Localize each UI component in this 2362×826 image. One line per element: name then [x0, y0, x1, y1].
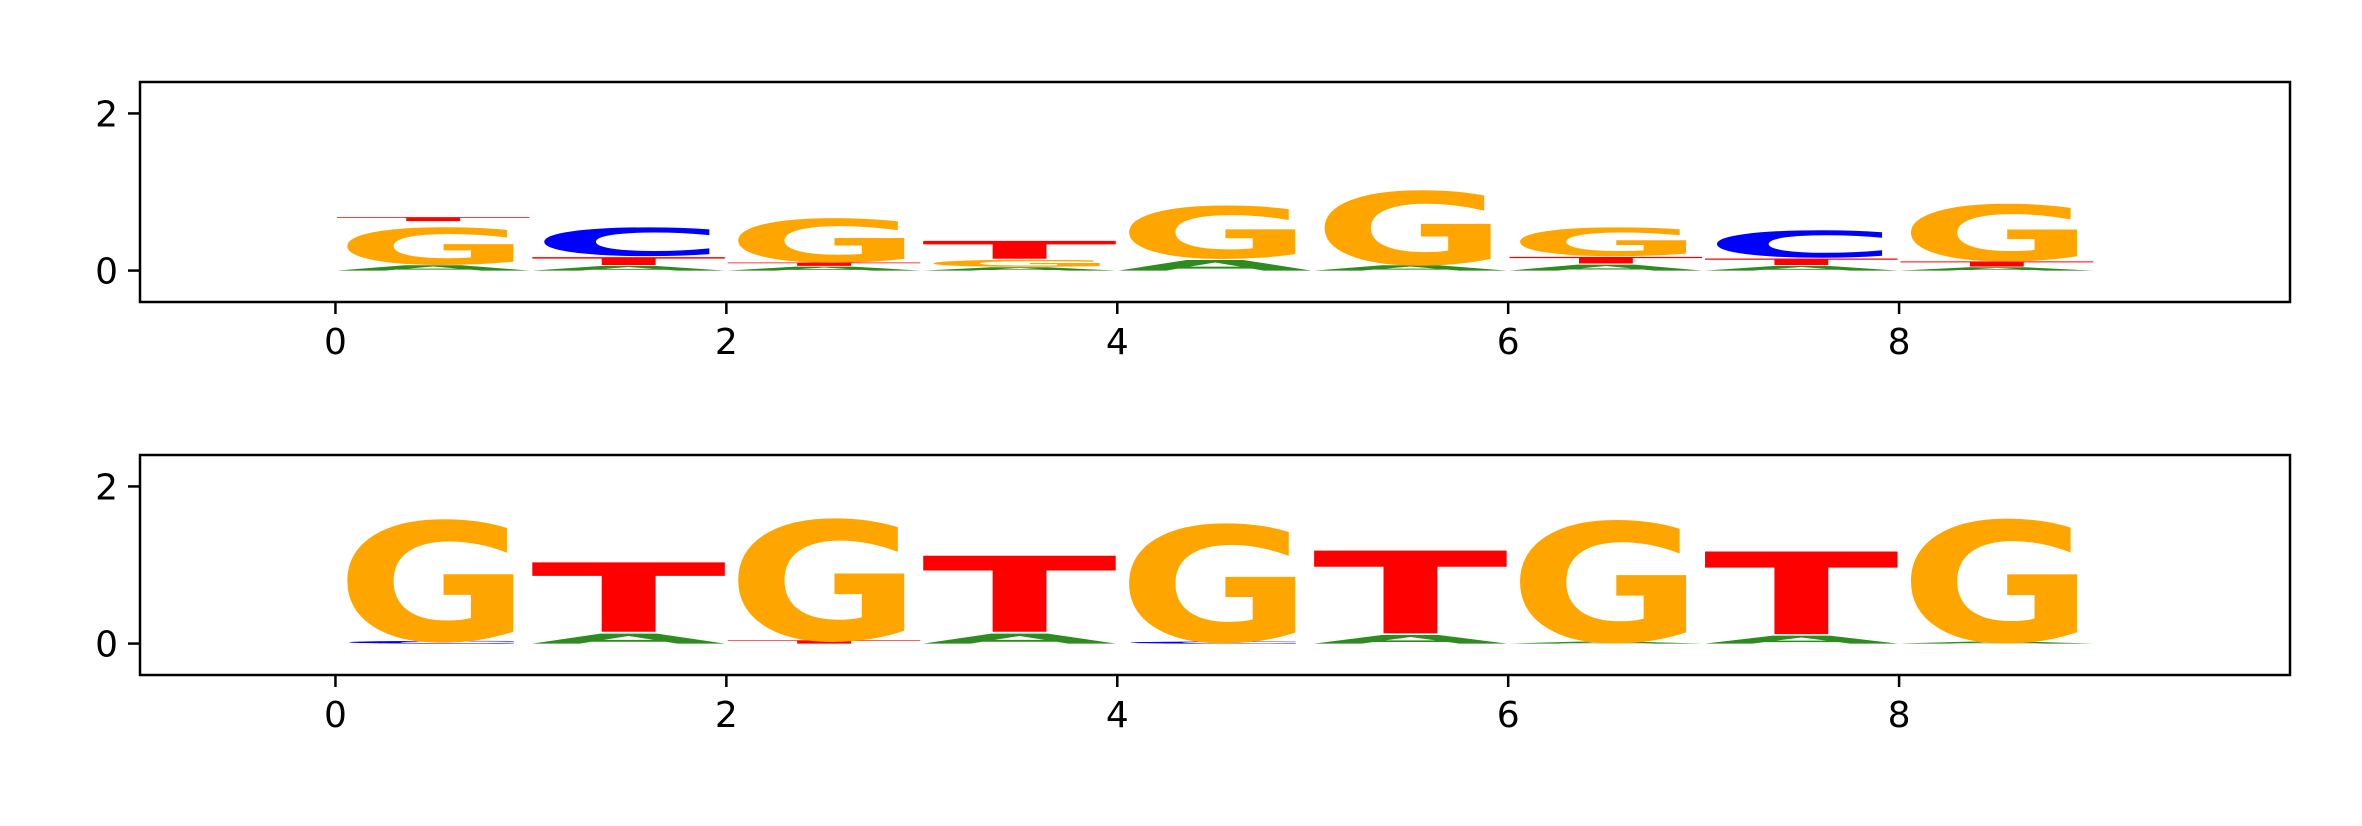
glyph-G-pos3-1: G [922, 258, 1117, 269]
glyph-G-pos5-1: G [1313, 172, 1508, 288]
glyph-T-pos1-1: T [531, 544, 726, 655]
x-tick-label: 0 [324, 322, 347, 363]
glyph-A-pos7-0: A [1704, 265, 1899, 272]
glyph-C-pos1-2: C [531, 220, 726, 264]
glyph-A-pos3-0: A [922, 266, 1117, 271]
glyph-A-pos6-0: A [1508, 641, 1703, 644]
glyph-A-pos3-0: A [922, 631, 1117, 647]
glyph-T-pos2-0: T [726, 639, 921, 644]
glyph-A-pos5-0: A [1313, 264, 1508, 272]
glyph-A-pos8-0: A [1899, 641, 2094, 644]
glyph-C-pos0-0: C [335, 640, 530, 644]
glyph-C-pos7-2: C [1704, 224, 1899, 266]
axes-frame [138, 80, 2292, 304]
x-tick-label: 6 [1497, 322, 1520, 363]
x-tick-label: 4 [1106, 322, 1129, 363]
glyph-A-pos5-0: A [1313, 633, 1508, 647]
x-tick-label: 8 [1888, 322, 1911, 363]
y-tick-label: 2 [95, 467, 118, 508]
glyph-A-pos1-0: A [531, 265, 726, 272]
glyph-T-pos2-1: T [726, 262, 921, 267]
glyph-T-pos8-1: T [1899, 260, 2094, 268]
glyph-T-pos3-1: T [922, 535, 1117, 656]
x-tick-label: 6 [1497, 695, 1520, 736]
glyph-G-pos8-2: G [1899, 190, 2094, 279]
glyph-C-pos4-0: C [1117, 641, 1312, 644]
glyph-T-pos6-1: T [1508, 255, 1703, 266]
glyph-A-pos6-0: A [1508, 263, 1703, 273]
glyph-T-pos5-1: T [1313, 529, 1508, 661]
x-tick-label: 8 [1888, 695, 1911, 736]
glyph-G-pos4-1: G [1117, 193, 1312, 275]
glyph-A-pos1-0: A [531, 631, 726, 647]
glyph-G-pos0-1: G [335, 218, 530, 276]
glyph-G-pos2-1: G [726, 488, 921, 678]
glyph-A-pos7-0: A [1704, 634, 1899, 647]
glyph-T-pos1-1: T [531, 255, 726, 268]
glyph-T-pos0-2: T [335, 216, 530, 222]
axes-frame [138, 453, 2292, 677]
x-tick-label: 0 [324, 695, 347, 736]
glyph-G-pos6-1: G [1508, 490, 1703, 680]
glyph-A-pos8-0: A [1899, 266, 2094, 271]
glyph-T-pos7-1: T [1704, 257, 1899, 268]
x-tick-label: 4 [1106, 695, 1129, 736]
y-tick-label: 0 [95, 252, 118, 293]
x-tick-label: 2 [715, 695, 738, 736]
glyph-T-pos7-1: T [1704, 530, 1899, 662]
glyph-G-pos6-2: G [1508, 221, 1703, 265]
glyph-G-pos2-2: G [726, 207, 921, 276]
glyph-A-pos4-0: A [1117, 257, 1312, 274]
logo-panel-bottom: CG AT TG AT CG AT AG AT AG0 2 4 6 802 [95, 453, 2292, 736]
x-tick-label: 2 [715, 322, 738, 363]
glyph-G-pos0-1: G [335, 489, 530, 679]
glyph-G-pos8-1: G [1899, 489, 2094, 681]
glyph-T-pos3-2: T [922, 236, 1117, 265]
y-tick-label: 0 [95, 625, 118, 666]
glyph-A-pos2-0: A [726, 266, 921, 272]
glyph-layer: CG AT TG AT CG AT AG AT AG [335, 488, 2094, 680]
y-tick-label: 2 [95, 94, 118, 135]
glyph-A-pos0-0: A [335, 264, 530, 272]
glyph-G-pos4-1: G [1117, 494, 1312, 679]
